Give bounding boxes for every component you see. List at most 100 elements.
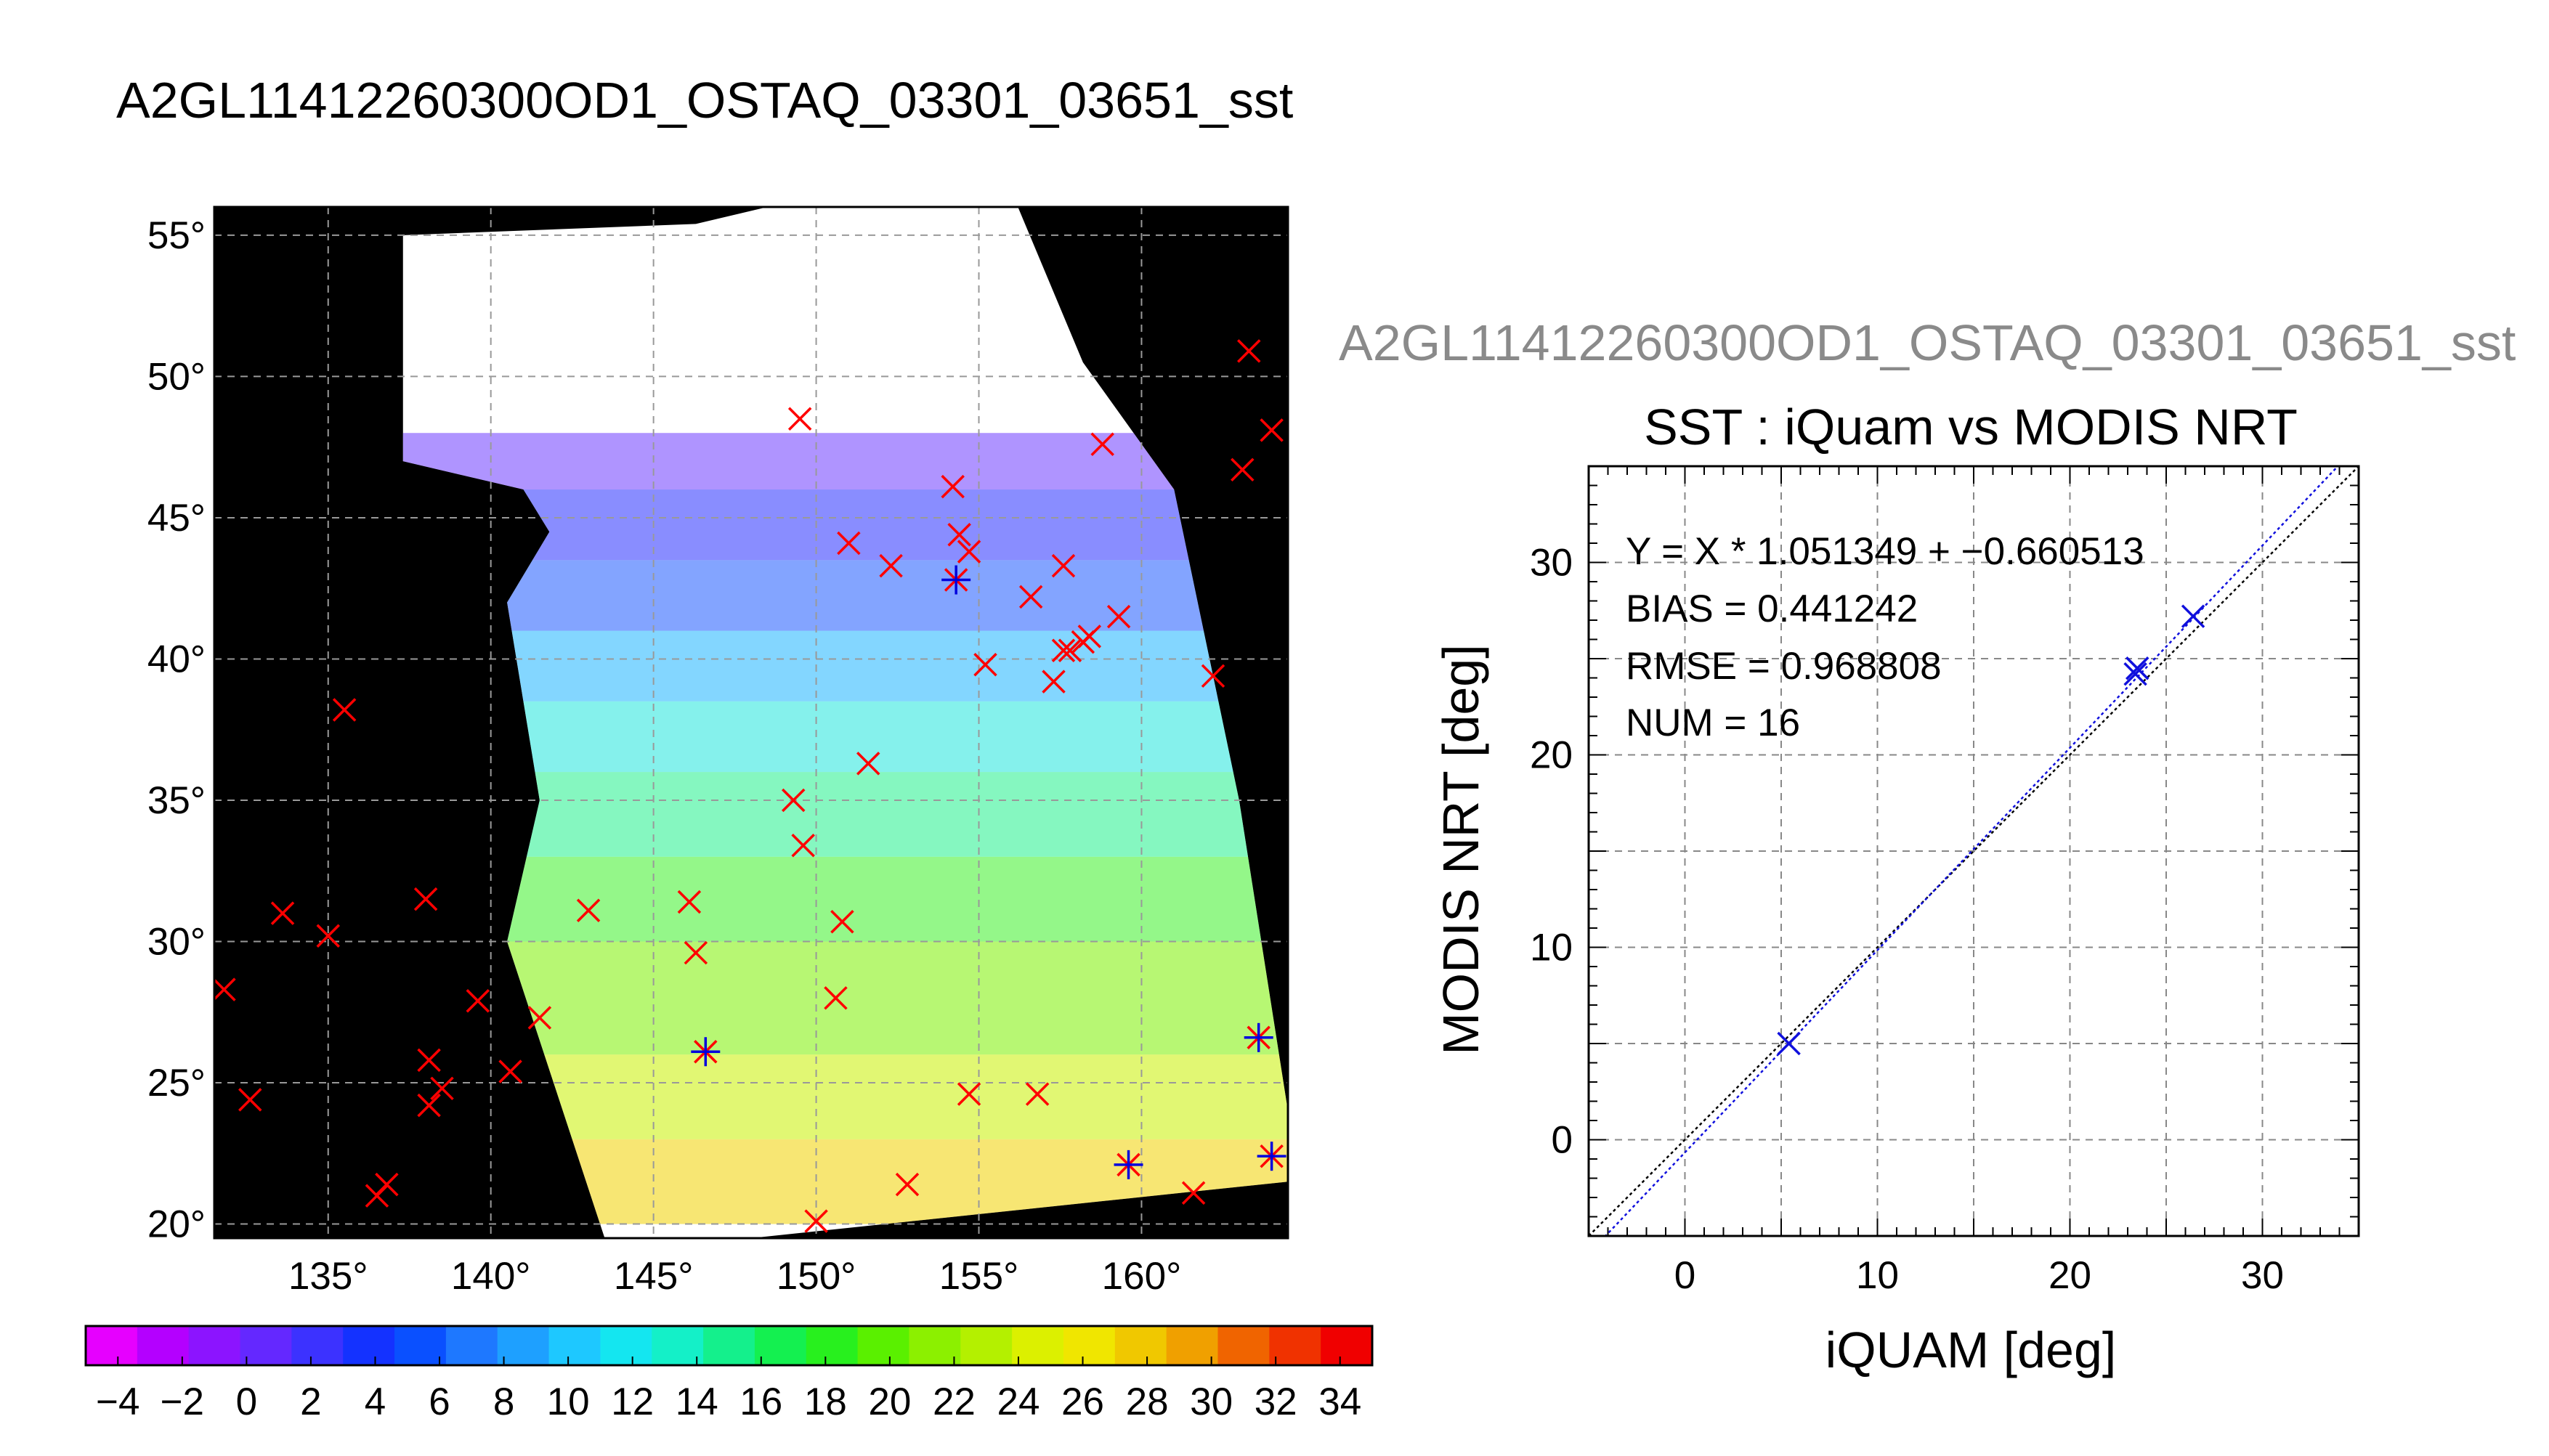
scatter-x-axis-label: iQUAM [deg]	[1825, 1322, 2117, 1378]
sst-band-4	[402, 772, 1288, 857]
colorbar-segment	[703, 1326, 755, 1365]
matchup-point-stroke-b	[238, 1088, 262, 1112]
one-to-one-line	[1589, 466, 2359, 1236]
regression-line	[1604, 466, 2340, 1236]
map-lat-tick-label: 35°	[147, 779, 206, 822]
matchups-blue	[691, 565, 1286, 1179]
matchup-point-stroke-b	[316, 924, 340, 948]
matchup-point-stroke-b	[527, 1006, 552, 1030]
map-lon-tick-label: 160°	[1102, 1255, 1182, 1298]
matchup-point	[830, 910, 854, 934]
matchup-point	[957, 540, 981, 564]
scatter-title: SST : iQuam vs MODIS NRT	[1644, 399, 2298, 455]
matchup-point-stroke-b	[1201, 664, 1225, 688]
matchup-point	[1106, 604, 1131, 629]
colorbar	[84, 1325, 1374, 1367]
scatter-point	[1777, 1031, 1801, 1056]
map-lat-tick-label: 45°	[147, 497, 206, 540]
matchup-point	[1025, 1082, 1050, 1106]
colorbar-tick-label: 20	[868, 1380, 911, 1423]
matchup-point	[947, 523, 971, 547]
scatter-header: A2GL11412260300OD1_OSTAQ_03301_03651_sst	[1339, 314, 2516, 371]
matchup-point-blue	[1244, 1022, 1273, 1052]
scatter-point-stroke-b	[2123, 662, 2147, 686]
map-frame	[213, 206, 1289, 1240]
matchup-point-stroke-b	[1260, 418, 1284, 442]
map-lat-tick-label: 25°	[147, 1062, 206, 1105]
matchup-point-stroke-b	[413, 887, 438, 911]
matchup-point-stroke-b	[879, 553, 903, 578]
colorbar-segment	[1321, 1326, 1373, 1365]
colorbar-segment	[754, 1326, 807, 1365]
matchup-point	[375, 1172, 399, 1197]
colorbar-tick-label: 8	[493, 1380, 514, 1423]
matchup-point-stroke-b	[895, 1172, 920, 1197]
matchup-point-stroke-b	[837, 531, 861, 556]
map-lat-tick-label: 40°	[147, 638, 206, 680]
matchup-point	[1077, 625, 1102, 648]
scatter-x-tick-label: 0	[1674, 1254, 1695, 1297]
map-lat-ticks: 20° 25° 30° 35° 40° 45° 50° 55°	[147, 214, 206, 1246]
matchup-point-stroke-b	[270, 901, 295, 925]
colorbar-tick-label: 16	[739, 1380, 782, 1423]
matchup-point-stroke-b	[1058, 638, 1082, 663]
matchup-point	[413, 887, 438, 911]
matchup-point	[1201, 664, 1225, 688]
sst-band-8	[402, 489, 1288, 561]
colorbar-segment	[240, 1326, 292, 1365]
colorbar-tick-label: 32	[1255, 1380, 1297, 1423]
matchup-point	[787, 407, 812, 431]
scatter-y-axis-label: MODIS NRT [deg]	[1432, 644, 1489, 1054]
matchup-point	[1231, 457, 1255, 482]
sst-band-7	[402, 560, 1288, 631]
matchup-point-stroke-b	[1025, 1082, 1050, 1106]
colorbar-segment	[857, 1326, 910, 1365]
colorbar-tick-label: 0	[236, 1380, 257, 1423]
matchup-point	[941, 474, 965, 499]
matchup-point-stroke-b	[417, 1093, 441, 1118]
colorbar-tick-label: 18	[804, 1380, 847, 1423]
colorbar-segment	[394, 1326, 447, 1365]
matchup-point	[1237, 339, 1261, 363]
matchup-point-stroke-b	[787, 407, 812, 431]
scatter-point-stroke-b	[2125, 656, 2149, 680]
matchup-point	[824, 986, 848, 1010]
scatter-point	[2181, 604, 2205, 628]
matchup-point	[1058, 638, 1082, 663]
matchup-point-stroke-b	[466, 988, 490, 1013]
matchup-point-stroke-b	[677, 890, 702, 914]
colorbar-segment	[291, 1326, 344, 1365]
matchup-point-stroke-b	[824, 986, 848, 1010]
matchup-point	[214, 977, 236, 1001]
colorbar-tick-label: 30	[1190, 1380, 1233, 1423]
colorbar-segment	[1114, 1326, 1167, 1365]
colorbar-tick-label: 4	[365, 1380, 386, 1423]
colorbar-tick-label: 22	[933, 1380, 976, 1423]
scatter-point	[2123, 662, 2147, 686]
matchup-point	[957, 1082, 981, 1106]
matchup-point-stroke-b	[1077, 625, 1102, 648]
colorbar-tick-label: 10	[547, 1380, 590, 1423]
matchup-point	[576, 898, 601, 922]
colorbar-segment	[445, 1326, 498, 1365]
colorbar-segment	[343, 1326, 395, 1365]
matchup-point	[417, 1048, 441, 1073]
scatter-lines	[1589, 466, 2359, 1236]
matchup-point	[1260, 418, 1284, 442]
scatter-y-tick-label: 10	[1530, 927, 1573, 969]
matchup-point-stroke-b	[214, 977, 236, 1001]
matchup-point	[316, 924, 340, 948]
scatter-frame	[1587, 465, 2360, 1237]
matchup-point	[270, 901, 295, 925]
matchup-point	[1018, 585, 1043, 609]
matchup-point	[1051, 553, 1076, 578]
colorbar-segment	[1217, 1326, 1270, 1365]
map-lon-tick-label: 145°	[614, 1255, 694, 1298]
matchup-point-stroke-b	[957, 540, 981, 564]
matchup-point-stroke-b	[1181, 1181, 1206, 1205]
map-lon-tick-label: 135°	[288, 1255, 368, 1298]
scatter-annotation-bias: BIAS = 0.441242	[1626, 587, 1918, 630]
scatter-y-tick-label: 20	[1530, 734, 1573, 777]
matchup-point-stroke-b	[941, 474, 965, 499]
